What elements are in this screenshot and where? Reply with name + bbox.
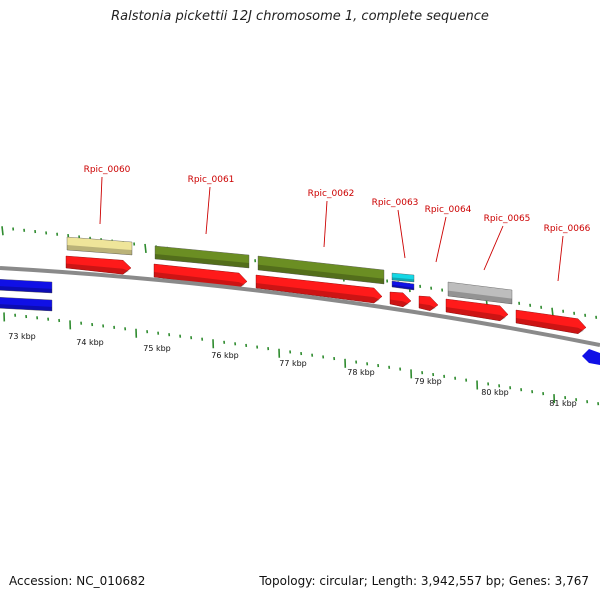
gene-block-green [257,255,385,285]
accession-text: Accession: NC_010682 [9,574,146,588]
gene-label: Rpic_0065 [484,214,531,224]
gene-block-yellow [66,236,133,256]
tick-mark [144,243,147,254]
feature-track [0,236,600,365]
gene-label: Rpic_0064 [425,205,472,215]
kbp-label: 76 kbp [211,351,239,360]
gene-block-blue [0,279,53,294]
gene-label: Rpic_0066 [544,224,591,234]
cds-arrow [515,309,587,334]
gene-label: Rpic_0063 [372,198,419,208]
cds-arrow [389,291,412,308]
gene-label: Rpic_0060 [84,165,131,175]
leader-line [99,176,103,225]
summary-text: Topology: circular; Length: 3,942,557 bp… [259,574,589,588]
gene-block-blue [0,297,53,312]
gene-block-green [154,245,250,269]
chromosome-backbone [0,266,600,347]
kbp-labels: 73 kbp 74 kbp 75 kbp 76 kbp 77 kbp 78 kbp 79 k… [8,332,577,408]
gene-block-cyan [391,272,415,283]
kbp-label: 79 kbp [414,377,442,386]
leader-line [323,200,328,248]
inner-tick-track [3,312,600,406]
kbp-label: 75 kbp [143,344,171,353]
gene-labels: Rpic_0060 Rpic_0061 Rpic_0062 Rpic_0063 Rpic… [84,165,591,282]
cds-arrow [255,274,383,304]
gene-block-gray [447,281,513,305]
cds-arrow [153,263,248,289]
cds-arrow [445,298,509,322]
kbp-label: 74 kbp [76,338,104,347]
gene-label: Rpic_0061 [188,175,235,185]
leader-line [557,235,564,282]
kbp-label: 78 kbp [347,368,375,377]
cds-arrow [65,255,132,275]
gene-label: Rpic_0062 [308,189,355,199]
leader-line [205,186,211,235]
kbp-label: 81 kbp [549,399,577,408]
leader-line [483,225,504,271]
gene-block-blue [391,280,415,291]
leader-line [397,209,406,259]
gene-arrow-blue [582,349,600,365]
kbp-label: 80 kbp [481,388,509,397]
kbp-label: 73 kbp [8,332,36,341]
cds-arrow [418,295,439,311]
tick-mark [1,226,4,236]
leader-line [435,216,447,263]
map-title: Ralstonia pickettii 12J chromosome 1, co… [111,9,489,24]
kbp-label: 77 kbp [279,359,307,368]
